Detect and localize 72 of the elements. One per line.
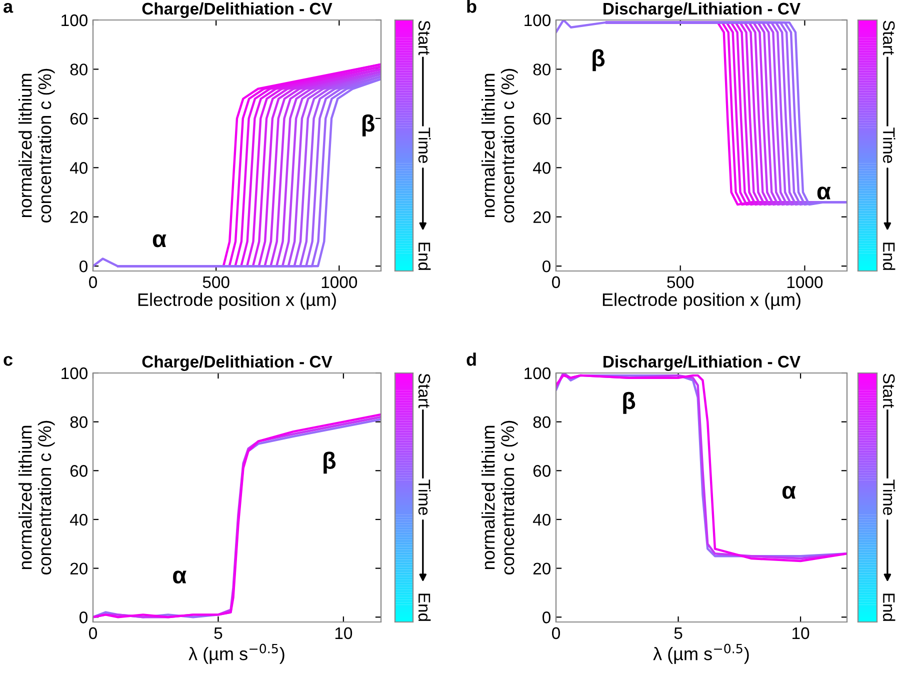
text: Start xyxy=(418,374,430,408)
x-tick-label: 500 xyxy=(202,276,230,288)
y-tick-label: 60 xyxy=(533,112,550,125)
x-tick-label: 0 xyxy=(552,276,560,288)
y-tick-label: 80 xyxy=(533,416,550,428)
y-tick-label: 20 xyxy=(533,211,550,224)
y-axis-title: normalized lithium concentration c (%) xyxy=(482,68,518,222)
annotation: β xyxy=(592,49,605,72)
y-tick-label: 0 xyxy=(80,612,88,624)
text: d xyxy=(466,352,476,366)
text: Start xyxy=(418,20,430,56)
x-axis-title: Electrode position x (µm) xyxy=(138,292,336,310)
text: a xyxy=(4,2,14,13)
y-axis-title: normalized lithium concentration c (%) xyxy=(18,68,55,222)
text: Start xyxy=(882,374,895,408)
annotation: β xyxy=(324,452,336,474)
y-tick-label: 20 xyxy=(70,562,88,574)
text: End xyxy=(882,242,896,270)
chart-title: Discharge/Lithiation - CV xyxy=(604,2,800,18)
annotation: α xyxy=(782,486,796,499)
x-tick-label: 1000 xyxy=(787,276,823,288)
text: End xyxy=(418,594,431,621)
text: c xyxy=(4,356,13,366)
y-tick-label: 40 xyxy=(532,514,550,526)
annotation: α xyxy=(817,186,831,200)
color-bar-title: Time xyxy=(418,128,431,163)
text: b xyxy=(467,0,476,13)
y-tick-label: 80 xyxy=(533,64,550,76)
x-axis-title: Electrode position x (µm) xyxy=(602,292,800,310)
y-axis-title: normalized lithium concentration c (%) xyxy=(482,420,518,574)
x-tick-label: 10 xyxy=(335,627,352,640)
x-axis-title: λ (µm s$^{−0.5}$) xyxy=(653,644,749,664)
y-tick-label: 40 xyxy=(70,162,88,174)
y-tick-label: 0 xyxy=(542,612,550,624)
color-bar-title: Time xyxy=(882,480,896,515)
y-tick-label: 100 xyxy=(524,14,550,26)
y-axis-title: normalized lithium concentration c (%) xyxy=(18,420,55,574)
text: End xyxy=(882,594,896,621)
y-tick-label: 20 xyxy=(70,211,88,224)
y-tick-label: 0 xyxy=(80,260,88,272)
y-tick-label: 20 xyxy=(533,562,550,574)
annotation: β xyxy=(362,114,374,136)
x-tick-label: 500 xyxy=(667,276,694,288)
y-tick-label: 80 xyxy=(70,416,88,428)
chart-title: Charge/Delithiation - CV xyxy=(142,2,332,18)
y-tick-label: 40 xyxy=(532,162,550,174)
y-tick-label: 60 xyxy=(533,465,550,477)
text: End xyxy=(418,242,431,270)
x-tick-label: 0 xyxy=(89,276,97,288)
y-tick-label: 60 xyxy=(70,112,88,125)
y-tick-label: 60 xyxy=(70,465,88,477)
x-tick-label: 1000 xyxy=(322,276,358,288)
y-tick-label: 100 xyxy=(524,367,550,380)
annotation: β xyxy=(623,392,636,414)
y-tick-label: 100 xyxy=(62,367,88,380)
color-bar-title: Time xyxy=(882,128,896,163)
y-tick-label: 0 xyxy=(542,260,550,272)
y-tick-label: 80 xyxy=(70,64,88,76)
chart-title: Charge/Delithiation - CV xyxy=(142,355,332,371)
y-tick-label: 40 xyxy=(70,514,88,526)
annotation: α xyxy=(173,570,186,584)
annotation: α xyxy=(152,234,166,248)
text: Start xyxy=(882,20,895,56)
y-tick-label: 100 xyxy=(62,14,88,26)
x-axis-title: λ (µm s$^{−0.5}$) xyxy=(188,644,284,664)
x-tick-label: 5 xyxy=(214,627,222,640)
color-bar-title: Time xyxy=(418,480,431,515)
x-tick-label: 0 xyxy=(89,627,97,640)
x-tick-label: 5 xyxy=(674,627,682,640)
x-tick-label: 10 xyxy=(792,627,810,640)
x-tick-label: 0 xyxy=(552,627,560,640)
chart-title: Discharge/Lithiation - CV xyxy=(604,355,800,371)
